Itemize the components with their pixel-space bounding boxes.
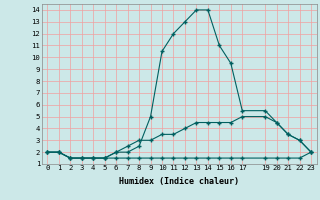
X-axis label: Humidex (Indice chaleur): Humidex (Indice chaleur) bbox=[119, 177, 239, 186]
